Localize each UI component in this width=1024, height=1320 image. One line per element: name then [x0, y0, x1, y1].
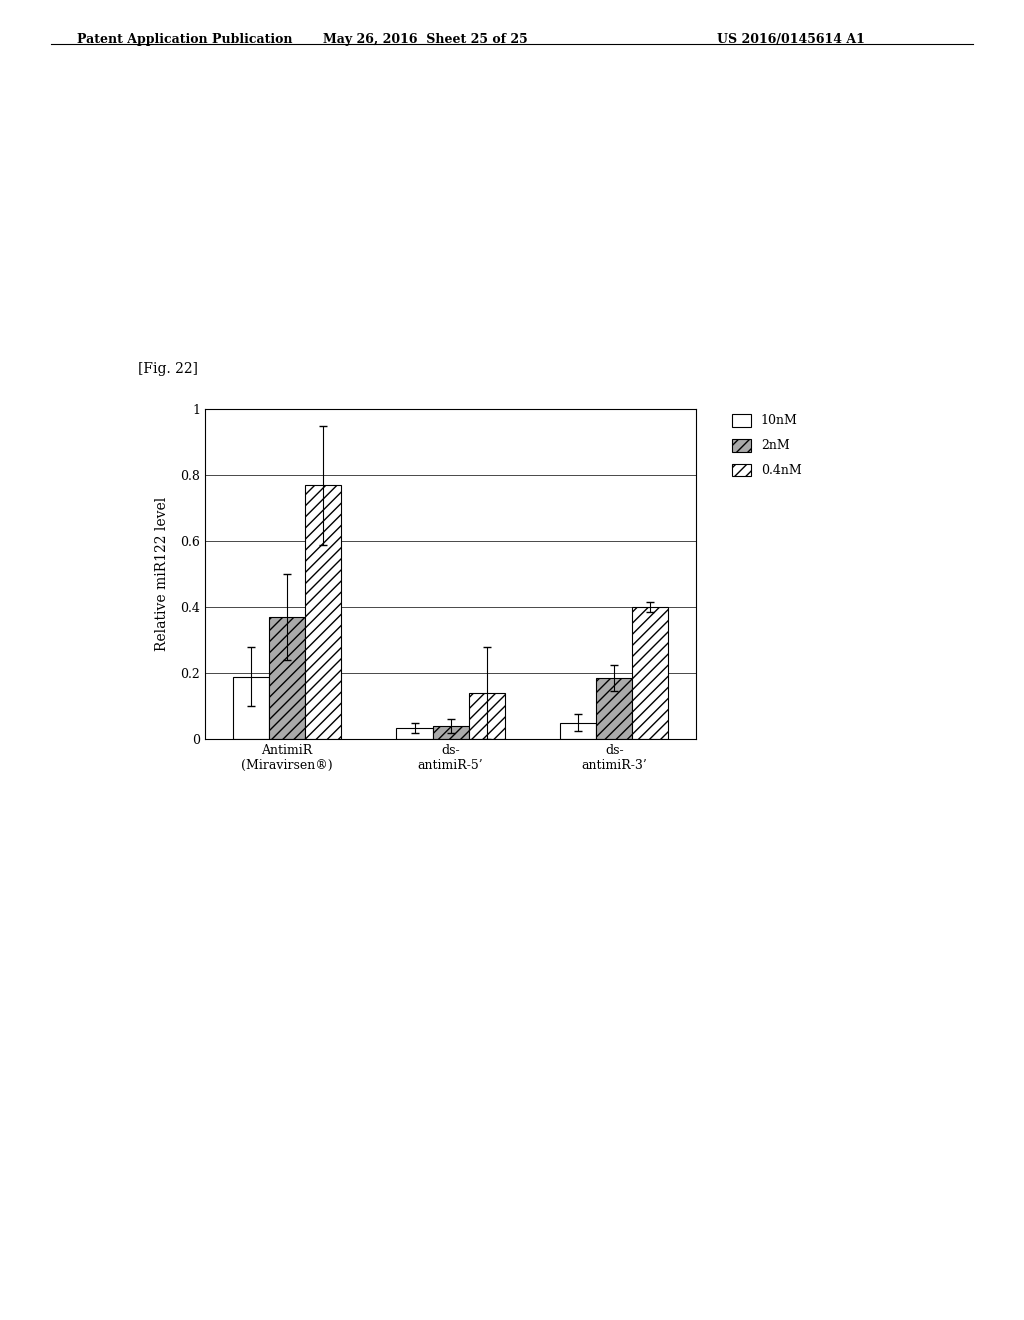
Legend: 10nM, 2nM, 0.4nM: 10nM, 2nM, 0.4nM [727, 409, 807, 482]
Text: May 26, 2016  Sheet 25 of 25: May 26, 2016 Sheet 25 of 25 [323, 33, 527, 46]
Text: [Fig. 22]: [Fig. 22] [138, 362, 199, 376]
Y-axis label: Relative miR122 level: Relative miR122 level [155, 498, 169, 651]
Text: US 2016/0145614 A1: US 2016/0145614 A1 [717, 33, 864, 46]
Bar [560, 723, 596, 739]
Bar [396, 727, 432, 739]
Bar [305, 486, 341, 739]
Bar [469, 693, 505, 739]
Bar [432, 726, 469, 739]
Text: Patent Application Publication: Patent Application Publication [77, 33, 292, 46]
Bar [596, 678, 633, 739]
Bar [268, 618, 305, 739]
Bar [232, 676, 268, 739]
Bar [633, 607, 669, 739]
